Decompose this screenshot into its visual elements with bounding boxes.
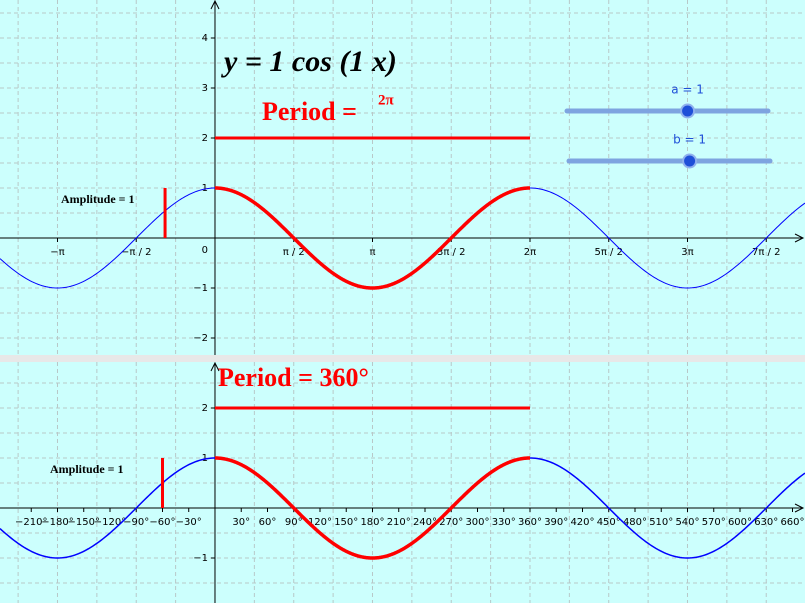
x-tick-label: 540°	[675, 517, 699, 528]
slider-knob[interactable]	[682, 153, 698, 169]
x-tick-label: −150°	[68, 517, 100, 528]
x-axis-arrow	[794, 503, 805, 513]
x-tick-label: 120°	[308, 517, 332, 528]
y-axis-arrow	[210, 0, 220, 10]
divider	[0, 355, 805, 362]
x-tick-label: 630°	[754, 517, 778, 528]
x-tick-label: 60°	[259, 517, 277, 528]
y-tick-label: 2	[202, 403, 208, 414]
x-tick-label: 420°	[570, 517, 594, 528]
period-curve	[214, 186, 531, 290]
x-tick-label: 210°	[387, 517, 411, 528]
x-tick-label: −180°	[41, 517, 73, 528]
origin-label: 0	[202, 245, 208, 256]
x-tick-label: 2π	[524, 247, 536, 258]
equation: y = 1 cos (1 x)	[221, 45, 397, 78]
x-tick-label: 5π / 2	[595, 247, 623, 258]
x-tick-label: 600°	[728, 517, 752, 528]
x-tick-label: 270°	[439, 517, 463, 528]
slider-knob[interactable]	[680, 103, 696, 119]
x-tick-label: 300°	[465, 517, 489, 528]
x-tick-label: 330°	[492, 517, 516, 528]
period-text: Period = 360°	[218, 363, 369, 392]
amplitude-text: Amplitude = 1	[61, 192, 135, 206]
y-tick-label: 3	[202, 83, 208, 94]
x-tick-label: −210°	[15, 517, 47, 528]
x-tick-label: 510°	[649, 517, 673, 528]
x-tick-label: 240°	[413, 517, 437, 528]
x-tick-label: π	[369, 247, 375, 258]
slider-label: a = 1	[671, 83, 704, 97]
x-tick-label: −60°	[149, 517, 175, 528]
period-curve	[214, 456, 531, 560]
x-axis-arrow	[794, 233, 805, 243]
y-tick-label: 1	[202, 183, 208, 194]
amplitude-text: Amplitude = 1	[50, 462, 124, 476]
y-axis-arrow	[210, 362, 220, 372]
y-tick-label: 4	[202, 33, 208, 44]
x-tick-label: 480°	[623, 517, 647, 528]
x-tick-label: −90°	[123, 517, 149, 528]
x-tick-label: −π	[50, 247, 64, 258]
x-tick-label: 3π / 2	[437, 247, 465, 258]
x-tick-label: π / 2	[283, 247, 305, 258]
slider-label: b = 1	[673, 133, 706, 147]
y-tick-label: −1	[193, 283, 208, 294]
x-tick-label: 7π / 2	[752, 247, 780, 258]
x-tick-label: −π / 2	[121, 247, 152, 258]
x-tick-label: −30°	[176, 517, 202, 528]
x-tick-label: −120°	[94, 517, 126, 528]
x-tick-label: 90°	[285, 517, 303, 528]
x-tick-label: 660°	[780, 517, 804, 528]
y-tick-label: −2	[193, 333, 208, 344]
x-tick-label: 450°	[597, 517, 621, 528]
x-tick-label: 180°	[360, 517, 384, 528]
y-tick-label: −1	[193, 553, 208, 564]
x-tick-label: 3π	[681, 247, 693, 258]
period-text: Period =	[262, 97, 357, 126]
x-tick-label: 150°	[334, 517, 358, 528]
x-tick-label: 570°	[702, 517, 726, 528]
graph-degrees: −210°−180°−150°−120°−90° −60° −30° 30° 60° 90…	[0, 362, 805, 603]
graphics-view-1	[0, 0, 805, 355]
x-tick-label: 390°	[544, 517, 568, 528]
x-tick-label: 360°	[518, 517, 542, 528]
period-value: 2π	[378, 92, 395, 108]
y-tick-label: 2	[202, 133, 208, 144]
graph-radians: −π −π / 2 π / 2 π 3π / 2 2π 5π / 2 3π 7π / 2 −2 −1…	[0, 0, 805, 355]
x-tick-label: 30°	[232, 517, 250, 528]
